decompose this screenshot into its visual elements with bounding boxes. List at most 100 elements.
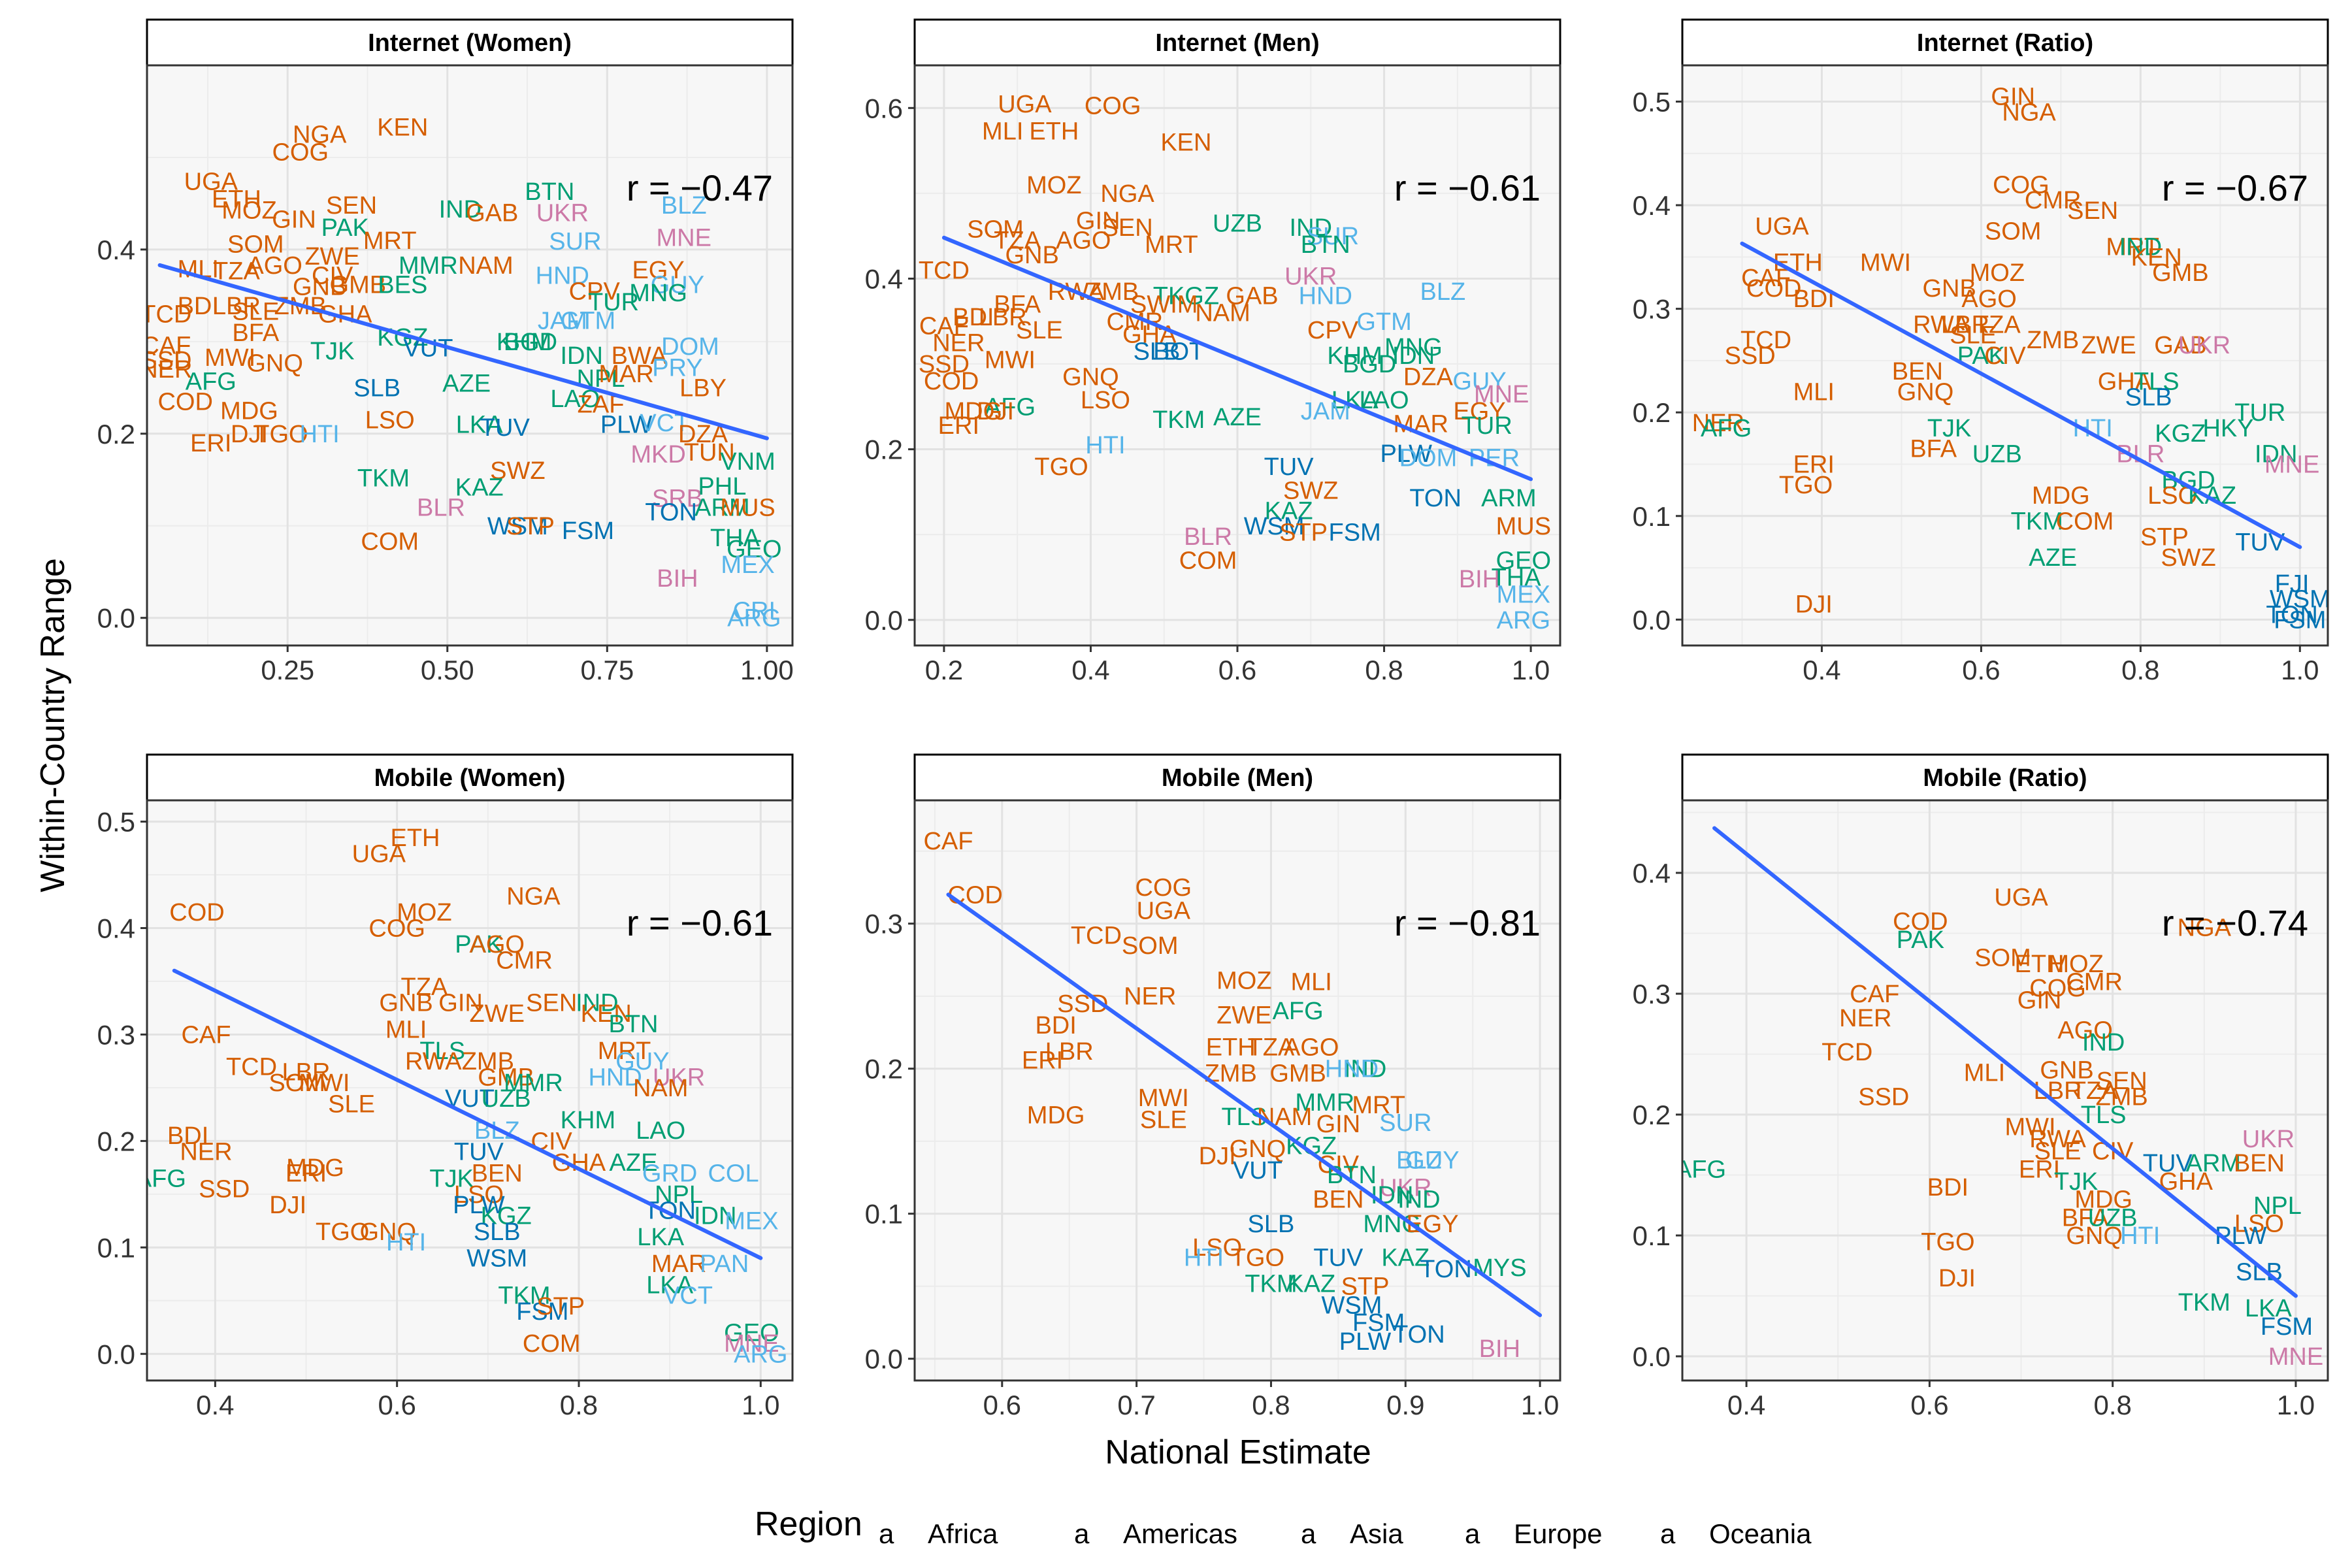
point-label-tur: TUR (1462, 412, 1512, 440)
point-label-gnq: GNQ (1230, 1135, 1286, 1163)
point-label-khm: KHM (1327, 342, 1382, 370)
x-tick-label: 1.0 (2277, 1390, 2315, 1420)
point-label-mli: MLI (982, 118, 1023, 146)
point-label-mdg: MDG (944, 398, 1002, 425)
point-label-eth: ETH (391, 825, 440, 852)
point-label-tgo: TGO (316, 1218, 369, 1246)
point-label-fsm: FSM (2261, 1313, 2313, 1341)
point-label-civ: CIV (312, 262, 353, 289)
point-label-fsm: FSM (1329, 519, 1381, 546)
point-label-lso: LSO (454, 1181, 504, 1209)
point-label-mdg: MDG (286, 1154, 344, 1182)
point-label-ind: IND (576, 990, 618, 1017)
point-label-zwe: ZWE (470, 1000, 525, 1028)
point-label-gmb: GMB (330, 271, 387, 299)
point-label-gnq: GNQ (1062, 364, 1119, 391)
point-label-lka: LKA (637, 1224, 684, 1251)
plot-area-mobile-men (915, 800, 1560, 1380)
point-label-uzb: UZB (1213, 210, 1262, 238)
point-label-geo: GEO (1496, 547, 1551, 574)
y-tick-label: 0.1 (97, 1232, 135, 1263)
point-label-tza: TZA (1974, 311, 2021, 338)
point-label-ner: NER (1839, 1005, 1891, 1032)
point-label-tcd: TCD (1821, 1039, 1872, 1066)
point-label-lbr: LBR (212, 293, 261, 320)
point-label-hnd: HND (536, 262, 589, 289)
point-label-tkm: TKM (357, 465, 410, 492)
point-label-caf: CAF (919, 312, 969, 340)
point-label-hti: HTI (300, 421, 340, 448)
point-label-uga: UGA (1755, 213, 1809, 240)
point-label-dji: DJI (977, 398, 1014, 425)
point-label-mmr: MMR (504, 1070, 563, 1097)
correlation-label-mobile-ratio: r = −0.74 (2162, 902, 2308, 943)
point-label-gnb: GNB (1922, 275, 1976, 302)
point-label-sen: SEN (2067, 197, 2118, 225)
point-label-mar: MAR (598, 361, 653, 388)
point-label-ukr: UKR (1379, 1175, 1431, 1202)
point-label-bfa: BFA (232, 319, 279, 347)
point-label-tgo: TGO (1921, 1228, 1974, 1256)
point-label-cog: COG (2029, 975, 2086, 1002)
point-label-afg: AFG (985, 393, 1036, 421)
y-tick-label: 0.5 (1633, 87, 1671, 118)
point-label-cog: COG (1135, 874, 1192, 902)
point-label-ssd: SSD (919, 351, 970, 378)
point-label-tjk: TJK (310, 338, 355, 365)
point-label-zmb: ZMB (2027, 327, 2079, 354)
strip-title-mobile-men: Mobile (Men) (1162, 764, 1313, 792)
point-label-lso: LSO (365, 407, 415, 434)
point-label-gin: GIN (1316, 1111, 1361, 1138)
point-label-idn: IDN (694, 1202, 736, 1230)
y-tick-label: 0.0 (865, 1344, 903, 1375)
point-label-bdi: BDI (178, 293, 219, 320)
point-label-bfa: BFA (1910, 436, 1957, 463)
point-label-egy: EGY (632, 257, 684, 284)
point-label-ind: IND (1397, 1186, 1440, 1214)
point-label-egy: EGY (1453, 398, 1505, 425)
y-tick-label: 0.4 (97, 235, 135, 265)
point-label-btn: BTN (1327, 1162, 1377, 1189)
panel-border-mobile-ratio (1681, 799, 2329, 1382)
point-label-ago: AGO (1056, 227, 1111, 255)
point-label-ken: KEN (1160, 129, 1211, 157)
point-label-stp: STP (2140, 524, 2189, 551)
y-tick-label: 0.0 (865, 605, 903, 636)
point-label-ton: TON (645, 499, 697, 527)
point-label-moz: MOZ (2048, 951, 2103, 978)
point-label-mli: MLI (385, 1016, 427, 1043)
point-label-sle: SLE (1016, 317, 1063, 344)
point-label-afg: AFG (1701, 415, 1752, 442)
point-label-sen: SEN (326, 192, 377, 220)
point-label-ken: KEN (581, 1000, 632, 1028)
point-label-mmr: MMR (1295, 1089, 1354, 1117)
x-tick-label: 0.8 (2093, 1390, 2131, 1420)
strip-mobile-ratio (1681, 753, 2329, 802)
x-tick-label: 0.2 (925, 655, 963, 685)
point-label-mli: MLI (1793, 379, 1835, 406)
point-label-rwa: RWA (405, 1048, 462, 1075)
point-label-lbr: LBR (979, 304, 1027, 331)
point-label-guy: GUY (1405, 1147, 1459, 1175)
point-label-mne: MNE (656, 225, 711, 252)
point-label-dom: DOM (1399, 445, 1458, 472)
point-label-mex: MEX (725, 1208, 778, 1235)
point-label-khm: KHM (497, 329, 551, 356)
point-label-srb: SRB (652, 485, 703, 512)
fit-line-mobile-men (946, 892, 1543, 1318)
point-label-tuv: TUV (1264, 453, 1315, 481)
y-tick-label: 0.3 (97, 1019, 135, 1050)
fit-line-internet-women (157, 263, 769, 440)
x-tick-label: 0.6 (1218, 655, 1256, 685)
point-label-afg: AFG (1273, 998, 1324, 1025)
point-label-slb: SLB (353, 374, 400, 402)
point-label-lso: LSO (1081, 387, 1130, 414)
x-tick-label: 0.4 (196, 1390, 234, 1420)
point-label-ind: IND (1344, 1056, 1386, 1083)
point-label-bih: BIH (1479, 1335, 1520, 1363)
point-label-blz: BLZ (1420, 278, 1466, 306)
legend-label-europe: Europe (1514, 1518, 1602, 1549)
point-label-eri: ERI (286, 1160, 327, 1187)
